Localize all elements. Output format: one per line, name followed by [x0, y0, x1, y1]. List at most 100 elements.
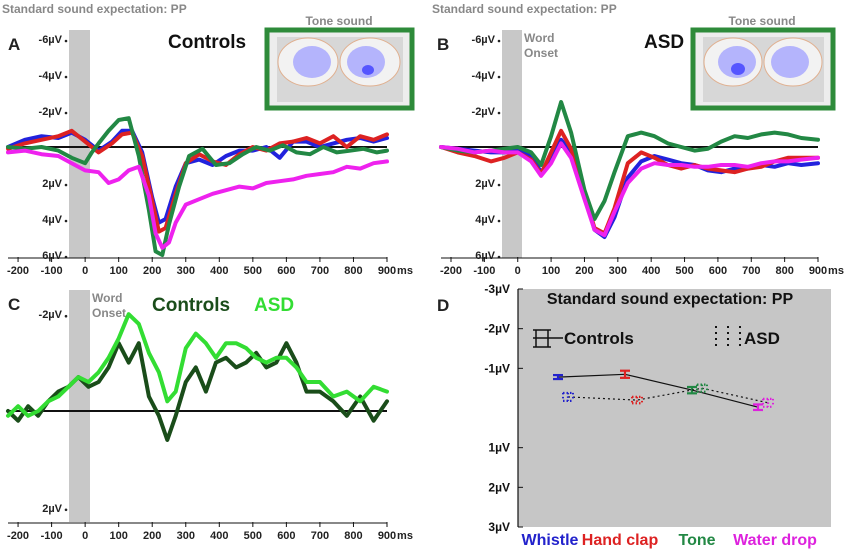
y-tick-mark	[64, 75, 68, 79]
activation-focus-icon	[362, 65, 374, 75]
x-tick-label: 500	[244, 265, 262, 277]
series-asd	[6, 312, 389, 418]
x-tick-label: 800	[344, 265, 362, 277]
activation-right-icon	[347, 46, 385, 78]
legend-asd: ASD	[254, 295, 294, 316]
y-tick-label: 1µV	[488, 441, 510, 455]
y-tick-label: -2µV	[39, 309, 63, 321]
y-tick-mark	[497, 219, 501, 223]
erp-plot: -6µV -4µV -2µV 2µV 4µV 6µV -200 -100 0 100 200 300 4…	[6, 34, 413, 277]
x-tick-label: 600	[709, 265, 727, 277]
y-tick-label: 3µV	[488, 520, 510, 534]
error-bar-asd-tone	[696, 383, 708, 393]
x-tick-label: -100	[473, 265, 495, 277]
y-tick-label: 2µV	[488, 480, 510, 494]
y-tick-mark	[497, 75, 501, 79]
x-tick-label: -200	[7, 265, 29, 277]
onset-label-line1: Word	[524, 31, 554, 45]
series-whistle	[439, 137, 820, 239]
series-water-drop	[6, 148, 389, 250]
legend-asd-label: ASD	[744, 329, 780, 348]
y-tick-label: 4µV	[475, 214, 495, 226]
x-tick-label: 900	[378, 530, 396, 542]
series-line-controls	[557, 373, 759, 408]
error-bar-asd-hand-clap	[631, 395, 643, 405]
x-tick-label: -200	[7, 530, 29, 542]
activation-left-icon	[293, 46, 331, 78]
y-tick-mark	[497, 183, 501, 187]
y-tick-label: 6µV	[475, 250, 495, 262]
onset-label-line2: Onset	[92, 306, 126, 320]
onset-label-line2: Onset	[524, 46, 558, 60]
x-tick-label: 300	[177, 530, 195, 542]
x-tick-label: 900	[378, 265, 396, 277]
panel-title: Standard sound expectation: PP	[547, 291, 794, 308]
legend-controls: Controls	[152, 295, 230, 316]
y-tick-mark	[64, 39, 68, 43]
y-tick-label: -2µV	[484, 322, 510, 336]
onset-label-line1: Word	[92, 291, 122, 305]
x-tick-label: 400	[210, 530, 228, 542]
series-water-drop	[439, 141, 820, 238]
y-tick-label: -6µV	[472, 34, 496, 46]
y-tick-label: -4µV	[472, 70, 496, 82]
x-tick-label: 200	[143, 265, 161, 277]
x-tick-label: 200	[143, 530, 161, 542]
x-tick-label: 700	[742, 265, 760, 277]
erp-plot: -2µV 2µV -200 -100 0 100 200 300 400 500 600 700 800…	[6, 309, 413, 542]
x-tick-label: 400	[642, 265, 660, 277]
panel-a: Standard sound expectation: PP A Control…	[2, 2, 415, 277]
brain-inset: Tone sound	[264, 14, 415, 111]
x-tick-label: 100	[110, 265, 128, 277]
activation-left-icon	[718, 46, 756, 78]
y-tick-mark	[64, 314, 68, 318]
legend-asd: ASD	[715, 326, 780, 348]
plot-background	[518, 289, 831, 527]
x-tick-label: 700	[311, 265, 329, 277]
y-tick-label: 4µV	[42, 214, 62, 226]
y-tick-label: -2µV	[39, 106, 63, 118]
y-tick-mark	[64, 111, 68, 115]
panel-b: Standard sound expectation: PP B Word On…	[432, 2, 844, 277]
y-tick-mark	[64, 219, 68, 223]
y-tick-label: -1µV	[484, 361, 510, 375]
category-label-whistle: Whistle	[522, 532, 579, 549]
panel-d: D Standard sound expectation: PP Control…	[437, 282, 831, 549]
y-tick-label: -3µV	[484, 282, 510, 296]
panel-title: Controls	[168, 32, 246, 53]
x-tick-label: 300	[177, 265, 195, 277]
legend-controls: Controls	[533, 329, 634, 348]
y-tick-label: 2µV	[42, 503, 62, 515]
x-axis-label: ms	[397, 265, 413, 277]
activation-right-icon	[771, 46, 809, 78]
panel-letter: C	[8, 295, 20, 314]
x-tick-label: 300	[609, 265, 627, 277]
header-text: Standard sound expectation: PP	[2, 2, 187, 16]
inset-title: Tone sound	[305, 14, 372, 28]
x-tick-label: -100	[41, 530, 63, 542]
x-tick-label: 800	[344, 530, 362, 542]
x-axis-label: ms	[828, 265, 844, 277]
series-tone	[439, 100, 820, 221]
x-tick-label: -200	[440, 265, 462, 277]
erp-plot: -6µV -4µV -2µV 2µV 4µV 6µV -200 -100 0 100 200 300 4…	[439, 34, 844, 277]
category-label-water-drop: Water drop	[733, 532, 817, 549]
x-tick-label: 100	[542, 265, 560, 277]
error-bar-controls-hand-clap	[620, 369, 630, 379]
x-tick-label: 0	[515, 265, 521, 277]
y-tick-label: 2µV	[42, 178, 62, 190]
brain-inset: Tone sound	[690, 14, 836, 111]
x-axis-label: ms	[397, 530, 413, 542]
condition-means-plot: -3µV -2µV -1µV 1µV 2µV 3µV Whistle Hand clap Ton…	[484, 282, 817, 549]
series-tone	[6, 116, 389, 257]
error-bar-controls-whistle	[553, 373, 563, 381]
y-tick-label: 6µV	[42, 250, 62, 262]
category-label-hand-clap: Hand clap	[582, 532, 659, 549]
panel-c: C Word Onset Controls ASD -2µV 2µV -200 -10…	[6, 290, 413, 542]
x-tick-label: 600	[277, 265, 295, 277]
error-bar-asd-whistle	[562, 391, 574, 402]
x-tick-label: 100	[110, 530, 128, 542]
baseline-shade	[502, 30, 522, 258]
y-tick-label: 2µV	[475, 178, 495, 190]
